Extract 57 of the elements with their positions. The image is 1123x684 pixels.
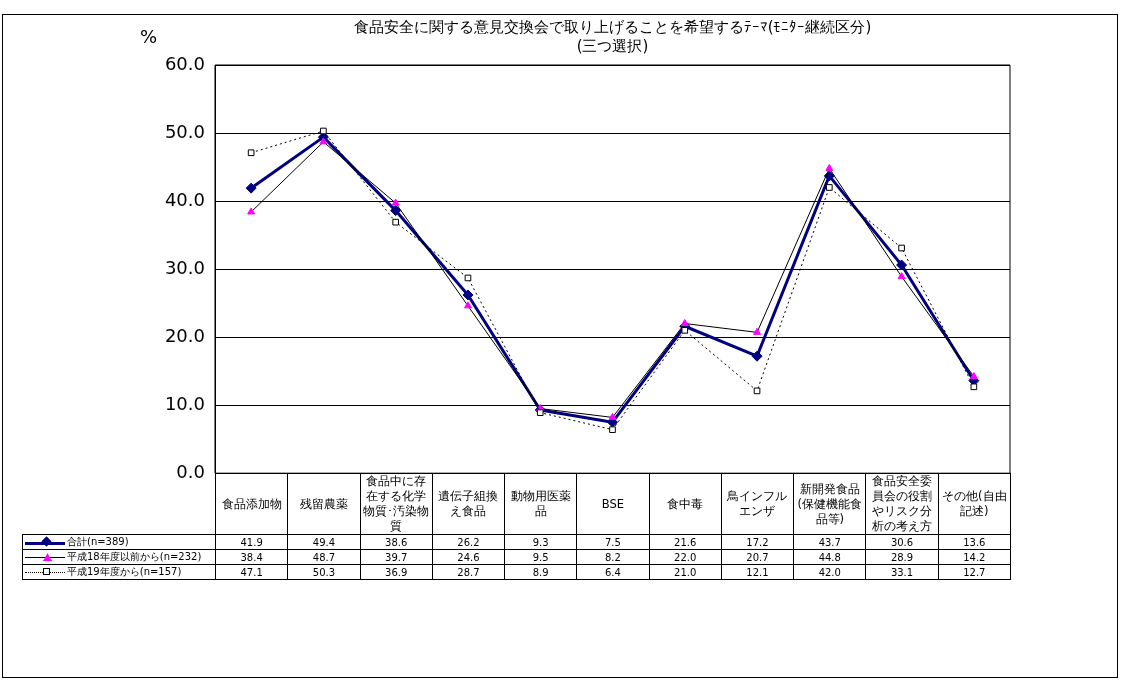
data-label: 33.1 (865, 564, 939, 580)
data-label: 8.2 (576, 549, 650, 565)
x-tick-label: 遺伝子組換え食品 (432, 473, 505, 535)
data-label: 17.2 (721, 534, 794, 550)
chart-subtitle: (三つ選択) (575, 37, 650, 56)
data-label: 12.1 (721, 564, 794, 580)
data-label: 26.2 (432, 534, 505, 550)
x-tick-label: その他(自由記述) (938, 473, 1011, 535)
data-label: 41.9 (215, 534, 288, 550)
data-label: 12.7 (938, 564, 1011, 580)
x-tick-label: 新開発食品(保健機能食品等) (793, 473, 866, 535)
data-label: 50.3 (287, 564, 361, 580)
x-tick-label: 食品中に存在する化学物質･汚染物質 (360, 473, 433, 535)
x-tick-label: 食品安全委員会の役割やリスク分析の考え方 (865, 473, 939, 535)
y-tick-label: 50.0 (164, 120, 205, 142)
y-tick-label: 20.0 (164, 324, 205, 346)
data-label: 38.4 (215, 549, 288, 565)
x-tick-label: 食中毒 (649, 473, 722, 535)
y-tick-label: 10.0 (164, 392, 205, 414)
legend-label: 平成18年度以前から(n=232) (67, 551, 202, 563)
data-label: 9.5 (504, 549, 577, 565)
legend-label: 平成19年度から(n=157) (67, 566, 182, 578)
x-tick-label: 食品添加物 (215, 473, 288, 535)
data-label: 44.8 (793, 549, 866, 565)
chart-title: 食品安全に関する意見交換会で取り上げることを希望するﾃｰﾏ(ﾓﾆﾀｰ継続区分) (352, 18, 873, 37)
data-label: 49.4 (287, 534, 361, 550)
data-label: 9.3 (504, 534, 577, 550)
data-label: 36.9 (360, 564, 433, 580)
data-label: 42.0 (793, 564, 866, 580)
data-label: 39.7 (360, 549, 433, 565)
data-label: 22.0 (649, 549, 722, 565)
data-label: 8.9 (504, 564, 577, 580)
x-tick-label: 鳥インフルエンザ (721, 473, 794, 535)
y-axis-title: % (140, 26, 158, 47)
data-label: 48.7 (287, 549, 361, 565)
x-tick-label: 残留農薬 (287, 473, 361, 535)
x-tick-label: BSE (576, 473, 650, 535)
data-label: 6.4 (576, 564, 650, 580)
data-label: 7.5 (576, 534, 650, 550)
y-tick-label: 40.0 (164, 188, 205, 210)
data-label: 28.9 (865, 549, 939, 565)
data-label: 30.6 (865, 534, 939, 550)
data-label: 43.7 (793, 534, 866, 550)
data-label: 20.7 (721, 549, 794, 565)
y-tick-label: 0.0 (176, 460, 205, 482)
data-label: 28.7 (432, 564, 505, 580)
data-label: 47.1 (215, 564, 288, 580)
y-tick-label: 60.0 (164, 52, 205, 74)
y-tick-label: 30.0 (164, 256, 205, 278)
data-label: 14.2 (938, 549, 1011, 565)
data-label: 21.6 (649, 534, 722, 550)
data-label: 21.0 (649, 564, 722, 580)
legend-label: 合計(n=389) (67, 536, 129, 548)
x-tick-label: 動物用医薬品 (504, 473, 577, 535)
data-label: 13.6 (938, 534, 1011, 550)
data-label: 24.6 (432, 549, 505, 565)
data-label: 38.6 (360, 534, 433, 550)
